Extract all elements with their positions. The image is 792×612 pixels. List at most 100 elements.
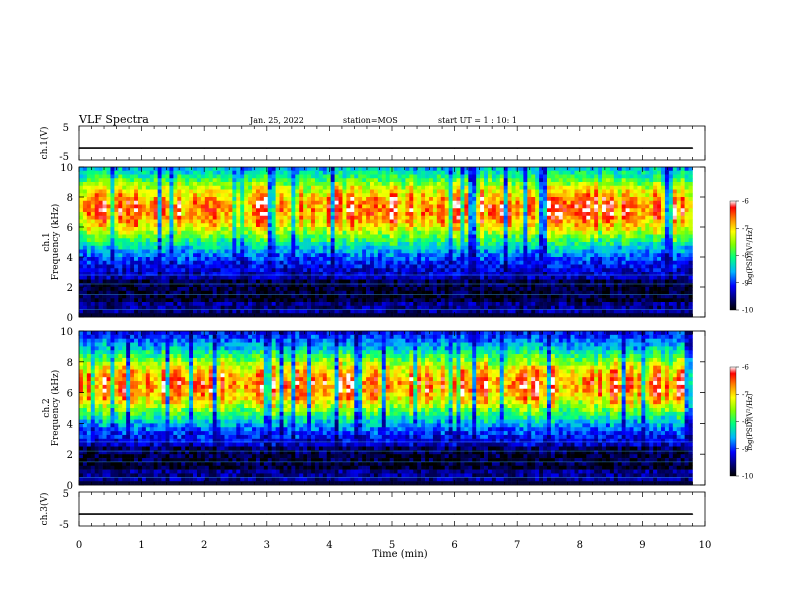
spectrogram-cell	[130, 178, 135, 183]
spectrogram-cell	[511, 298, 516, 303]
spectrogram-cell	[141, 275, 147, 280]
spectrogram-cell	[322, 283, 328, 288]
spectrogram-cell	[531, 230, 536, 235]
spectrogram-cell	[252, 294, 257, 299]
ch1-spec-column	[507, 167, 512, 318]
spectrogram-cell	[350, 212, 355, 217]
spectrogram-cell	[200, 227, 206, 232]
spectrogram-cell	[511, 305, 516, 310]
spectrogram-cell	[413, 253, 418, 258]
spectrogram-cell	[181, 178, 186, 183]
spectrogram-cell	[342, 189, 347, 194]
spectrogram-cell	[267, 305, 272, 310]
spectrogram-cell	[208, 174, 213, 179]
spectrogram-cell	[275, 272, 280, 277]
spectrogram-cell	[134, 197, 139, 202]
spectrogram-cell	[86, 182, 92, 187]
spectrogram-cell	[193, 174, 198, 179]
spectrogram-cell	[499, 275, 505, 280]
spectrogram-cell	[519, 272, 524, 277]
spectrogram-cell	[499, 272, 505, 277]
spectrogram-cell	[181, 275, 186, 280]
spectrogram-cell	[546, 305, 552, 310]
spectrogram-cell	[114, 238, 119, 243]
spectrogram-cell	[460, 212, 465, 217]
spectrogram-cell	[338, 290, 343, 295]
spectrogram-cell	[554, 185, 560, 190]
spectrogram-cell	[413, 234, 418, 239]
spectrogram-cell	[126, 170, 131, 175]
spectrogram-cell	[173, 275, 178, 280]
spectrogram-cell	[204, 185, 210, 190]
spectrogram-cell	[118, 249, 123, 254]
spectrogram-cell	[255, 189, 261, 194]
spectrogram-cell	[334, 257, 339, 262]
spectrogram-cell	[484, 204, 489, 209]
spectrogram-cell	[106, 219, 111, 224]
spectrogram-cell	[98, 275, 103, 280]
spectrogram-cell	[480, 170, 485, 175]
spectrogram-cell	[499, 253, 505, 258]
spectrogram-cell	[432, 283, 438, 288]
spectrogram-cell	[220, 305, 225, 310]
spectrogram-cell	[90, 294, 96, 299]
spectrogram-cell	[110, 275, 115, 280]
spectrogram-cell	[413, 264, 418, 269]
spectrogram-cell	[523, 215, 528, 220]
spectrogram-cell	[334, 174, 339, 179]
spectrogram-cell	[153, 279, 158, 284]
spectrogram-cell	[491, 197, 497, 202]
spectrogram-cell	[397, 279, 402, 284]
spectrogram-cell	[255, 234, 261, 239]
spectrogram-cell	[499, 197, 505, 202]
spectrogram-cell	[130, 174, 135, 179]
spectrogram-cell	[543, 264, 548, 269]
spectrogram-cell	[134, 242, 139, 247]
spectrogram-cell	[385, 279, 390, 284]
spectrogram-cell	[255, 272, 261, 277]
spectrogram-cell	[456, 245, 461, 250]
spectrogram-cell	[487, 283, 493, 288]
spectrogram-cell	[550, 313, 556, 318]
spectrogram-cell	[208, 238, 213, 243]
spectrogram-cell	[145, 178, 151, 183]
spectrogram-cell	[252, 238, 257, 243]
spectrogram-cell	[511, 189, 516, 194]
spectrogram-cell	[232, 287, 237, 292]
spectrogram-cell	[523, 200, 528, 205]
spectrogram-cell	[385, 313, 390, 318]
ch1-spec-column	[295, 167, 300, 318]
spectrogram-cell	[499, 230, 505, 235]
spectrogram-cell	[409, 189, 414, 194]
spectrogram-cell	[531, 298, 536, 303]
spectrogram-cell	[153, 174, 158, 179]
spectrogram-cell	[429, 245, 434, 250]
spectrogram-cell	[350, 215, 355, 220]
spectrogram-cell	[137, 272, 143, 277]
spectrogram-cell	[476, 230, 481, 235]
spectrogram-cell	[460, 290, 465, 295]
spectrogram-cell	[543, 200, 548, 205]
spectrogram-cell	[169, 174, 174, 179]
spectrogram-cell	[381, 257, 387, 262]
spectrogram-cell	[484, 253, 489, 258]
spectrogram-cell	[393, 309, 398, 314]
spectrogram-cell	[543, 242, 548, 247]
spectrogram-cell	[476, 215, 481, 220]
spectrogram-cell	[204, 197, 210, 202]
spectrogram-cell	[468, 238, 473, 243]
spectrogram-cell	[464, 260, 469, 265]
spectrogram-cell	[185, 272, 190, 277]
spectrogram-cell	[228, 174, 233, 179]
spectrogram-cell	[519, 178, 524, 183]
spectrogram-cell	[385, 290, 390, 295]
spectrogram-cell	[366, 208, 371, 213]
spectrogram-cell	[271, 212, 276, 217]
spectrogram-cell	[263, 212, 269, 217]
spectrogram-cell	[98, 189, 103, 194]
spectrogram-cell	[161, 208, 166, 213]
spectrogram-cell	[436, 272, 442, 277]
spectrogram-cell	[527, 182, 532, 187]
spectrogram-cell	[401, 313, 406, 318]
spectrogram-cell	[499, 234, 505, 239]
